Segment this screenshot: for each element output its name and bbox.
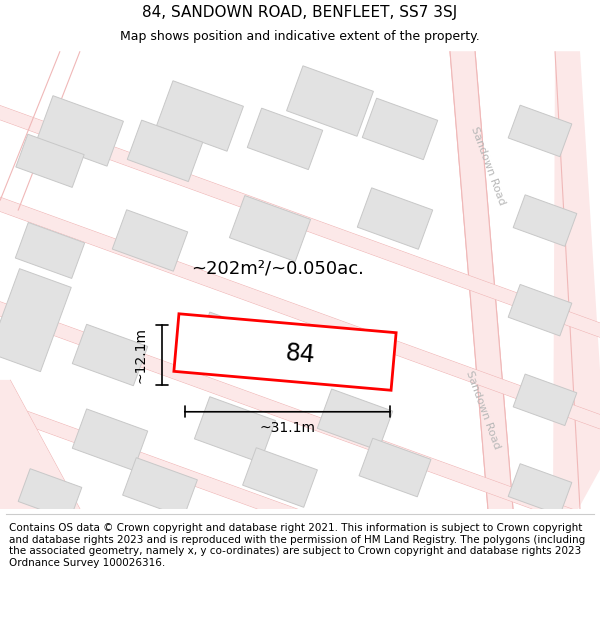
Bar xyxy=(508,284,572,336)
Polygon shape xyxy=(553,51,600,509)
Polygon shape xyxy=(0,194,600,429)
Text: Map shows position and indicative extent of the property.: Map shows position and indicative extent… xyxy=(120,31,480,43)
Polygon shape xyxy=(0,488,600,625)
Text: ~202m²/~0.050ac.: ~202m²/~0.050ac. xyxy=(191,259,364,278)
Bar xyxy=(287,66,373,136)
Text: ~12.1m: ~12.1m xyxy=(133,327,147,383)
Bar xyxy=(72,409,148,471)
Bar xyxy=(112,210,188,271)
Bar xyxy=(357,188,433,249)
Polygon shape xyxy=(0,102,600,337)
Bar xyxy=(508,464,572,515)
Bar xyxy=(242,448,317,508)
Text: 84, SANDOWN ROAD, BENFLEET, SS7 3SJ: 84, SANDOWN ROAD, BENFLEET, SS7 3SJ xyxy=(142,5,458,20)
Bar xyxy=(16,134,84,188)
Text: ~31.1m: ~31.1m xyxy=(260,421,316,435)
Polygon shape xyxy=(0,298,600,533)
Bar xyxy=(122,458,197,518)
Bar xyxy=(229,196,311,261)
Bar xyxy=(513,374,577,426)
Bar xyxy=(359,438,431,497)
Bar xyxy=(174,314,396,390)
Bar xyxy=(127,120,203,182)
Text: 84: 84 xyxy=(284,341,316,367)
Text: Sandown Road: Sandown Road xyxy=(469,125,507,206)
Bar xyxy=(508,105,572,157)
Bar xyxy=(194,397,275,462)
Bar xyxy=(72,324,148,386)
Text: Contains OS data © Crown copyright and database right 2021. This information is : Contains OS data © Crown copyright and d… xyxy=(9,523,585,568)
Polygon shape xyxy=(450,51,513,509)
Bar xyxy=(157,81,244,151)
Bar xyxy=(16,222,85,278)
Bar xyxy=(513,195,577,246)
Polygon shape xyxy=(0,380,80,509)
Bar xyxy=(362,98,438,159)
Bar xyxy=(194,312,275,378)
Bar xyxy=(18,469,82,520)
Text: Sandown Road: Sandown Road xyxy=(464,369,502,451)
Bar xyxy=(0,269,71,372)
Bar xyxy=(317,389,393,451)
Bar xyxy=(37,96,124,166)
Bar xyxy=(247,108,323,169)
Polygon shape xyxy=(0,398,600,625)
